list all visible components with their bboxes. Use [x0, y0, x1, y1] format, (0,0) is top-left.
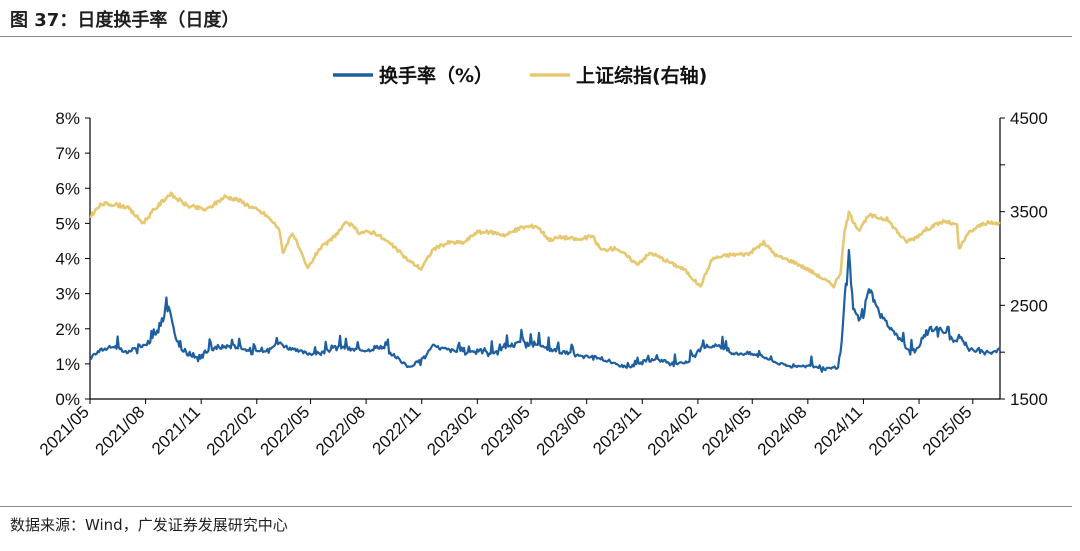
y-right-tick-label: 4500 — [1010, 109, 1048, 128]
x-tick-label: 2021/08 — [92, 402, 149, 459]
y-left-tick-label: 7% — [55, 144, 80, 163]
y-left-tick-label: 6% — [55, 179, 80, 198]
y-right-tick-label: 1500 — [1010, 390, 1048, 409]
y-right-tick-label: 2500 — [1010, 296, 1048, 315]
y-left-tick-label: 5% — [55, 214, 80, 233]
legend-label-turnover: 换手率（%） — [379, 64, 493, 87]
chart-series — [89, 191, 1001, 373]
chart-axes: 0% 1% 2% 3% 4% 5% 6% 7% 8% 1500 2500 3500 4500 2021/0… — [36, 109, 1048, 459]
y-left-tick-label: 1% — [55, 355, 80, 374]
x-tick-label: 2023/02 — [423, 402, 480, 459]
x-tick-label: 2023/08 — [533, 402, 590, 459]
x-tick-label: 2024/08 — [754, 402, 811, 459]
x-tick-label: 2023/11 — [589, 402, 645, 458]
y-left-tick-label: 8% — [55, 109, 80, 128]
x-tick-label: 2022/08 — [312, 402, 369, 459]
source-note: 数据来源：Wind，广发证券发展研究中心 — [10, 516, 288, 534]
figure-title: 图 37：日度换手率（日度） — [10, 10, 240, 31]
x-tick-label: 2022/02 — [203, 402, 260, 459]
turnover-chart: 换手率（%） 上证综指(右轴) 0% 1% 2% 3% 4% 5% 6% 7% 8% 1500 250… — [36, 64, 1048, 459]
x-tick-label: 2024/02 — [644, 402, 701, 459]
y-left-tick-label: 4% — [55, 250, 80, 269]
y-left-tick-label: 3% — [55, 285, 80, 304]
series-line-turnover — [89, 249, 1001, 373]
x-tick-label: 2022/11 — [369, 402, 425, 458]
header-rule — [0, 36, 1072, 37]
x-tick-label: 2021/11 — [148, 402, 204, 458]
y-left-tick-label: 2% — [55, 320, 80, 339]
x-tick-label: 2024/11 — [810, 402, 866, 458]
x-tick-label: 2025/02 — [865, 402, 922, 459]
x-tick-label: 2024/05 — [698, 402, 755, 459]
x-tick-label: 2025/05 — [919, 402, 976, 459]
footer-rule — [0, 506, 1072, 507]
x-tick-label: 2022/05 — [256, 402, 313, 459]
legend-label-sse-index: 上证综指(右轴) — [576, 64, 707, 87]
y-left-tick-label: 0% — [55, 390, 80, 409]
x-tick-label: 2021/05 — [36, 402, 93, 459]
x-tick-label: 2023/05 — [477, 402, 534, 459]
chart-legend: 换手率（%） 上证综指(右轴) — [333, 64, 707, 87]
y-right-tick-label: 3500 — [1010, 203, 1048, 222]
series-line-sse-index — [89, 191, 1001, 289]
